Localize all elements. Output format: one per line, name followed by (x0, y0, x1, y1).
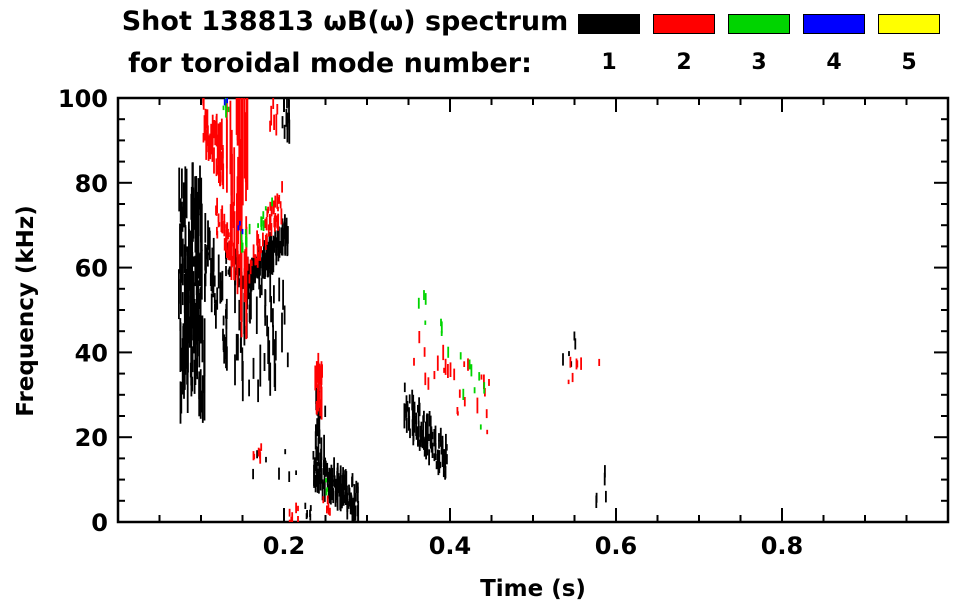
legend-swatch-mode-1 (578, 14, 640, 34)
x-tick-label: 0.6 (595, 532, 638, 560)
legend-number: 1 (601, 50, 617, 75)
legend-numbers: 1 2 3 4 5 (578, 50, 940, 75)
scatter-points (178, 98, 607, 522)
legend-number: 3 (751, 50, 767, 75)
legend-swatch-mode-2 (653, 14, 715, 34)
x-tick-label: 0.2 (263, 532, 306, 560)
x-tick-label: 0.8 (761, 532, 804, 560)
legend-swatch-mode-4 (803, 14, 865, 34)
chart-subtitle: for toroidal mode number: (128, 48, 532, 79)
legend-swatch-mode-5 (878, 14, 940, 34)
legend (578, 14, 940, 34)
y-tick-label: 100 (58, 85, 108, 113)
legend-number: 5 (901, 50, 917, 75)
y-tick-label: 60 (75, 255, 108, 283)
y-tick-label: 40 (75, 339, 108, 367)
x-axis-label: Time (s) (480, 576, 586, 602)
y-tick-label: 80 (75, 170, 108, 198)
legend-swatch-mode-3 (728, 14, 790, 34)
y-tick-label: 20 (75, 424, 108, 452)
tick-labels: 0.2 0.4 0.6 0.8 0 20 40 60 80 100 (58, 85, 803, 560)
legend-number: 2 (676, 50, 692, 75)
legend-number: 4 (826, 50, 842, 75)
x-tick-label: 0.4 (429, 532, 472, 560)
y-tick-label: 0 (91, 509, 108, 537)
chart-title: Shot 138813 ωB(ω) spectrum (121, 6, 569, 37)
